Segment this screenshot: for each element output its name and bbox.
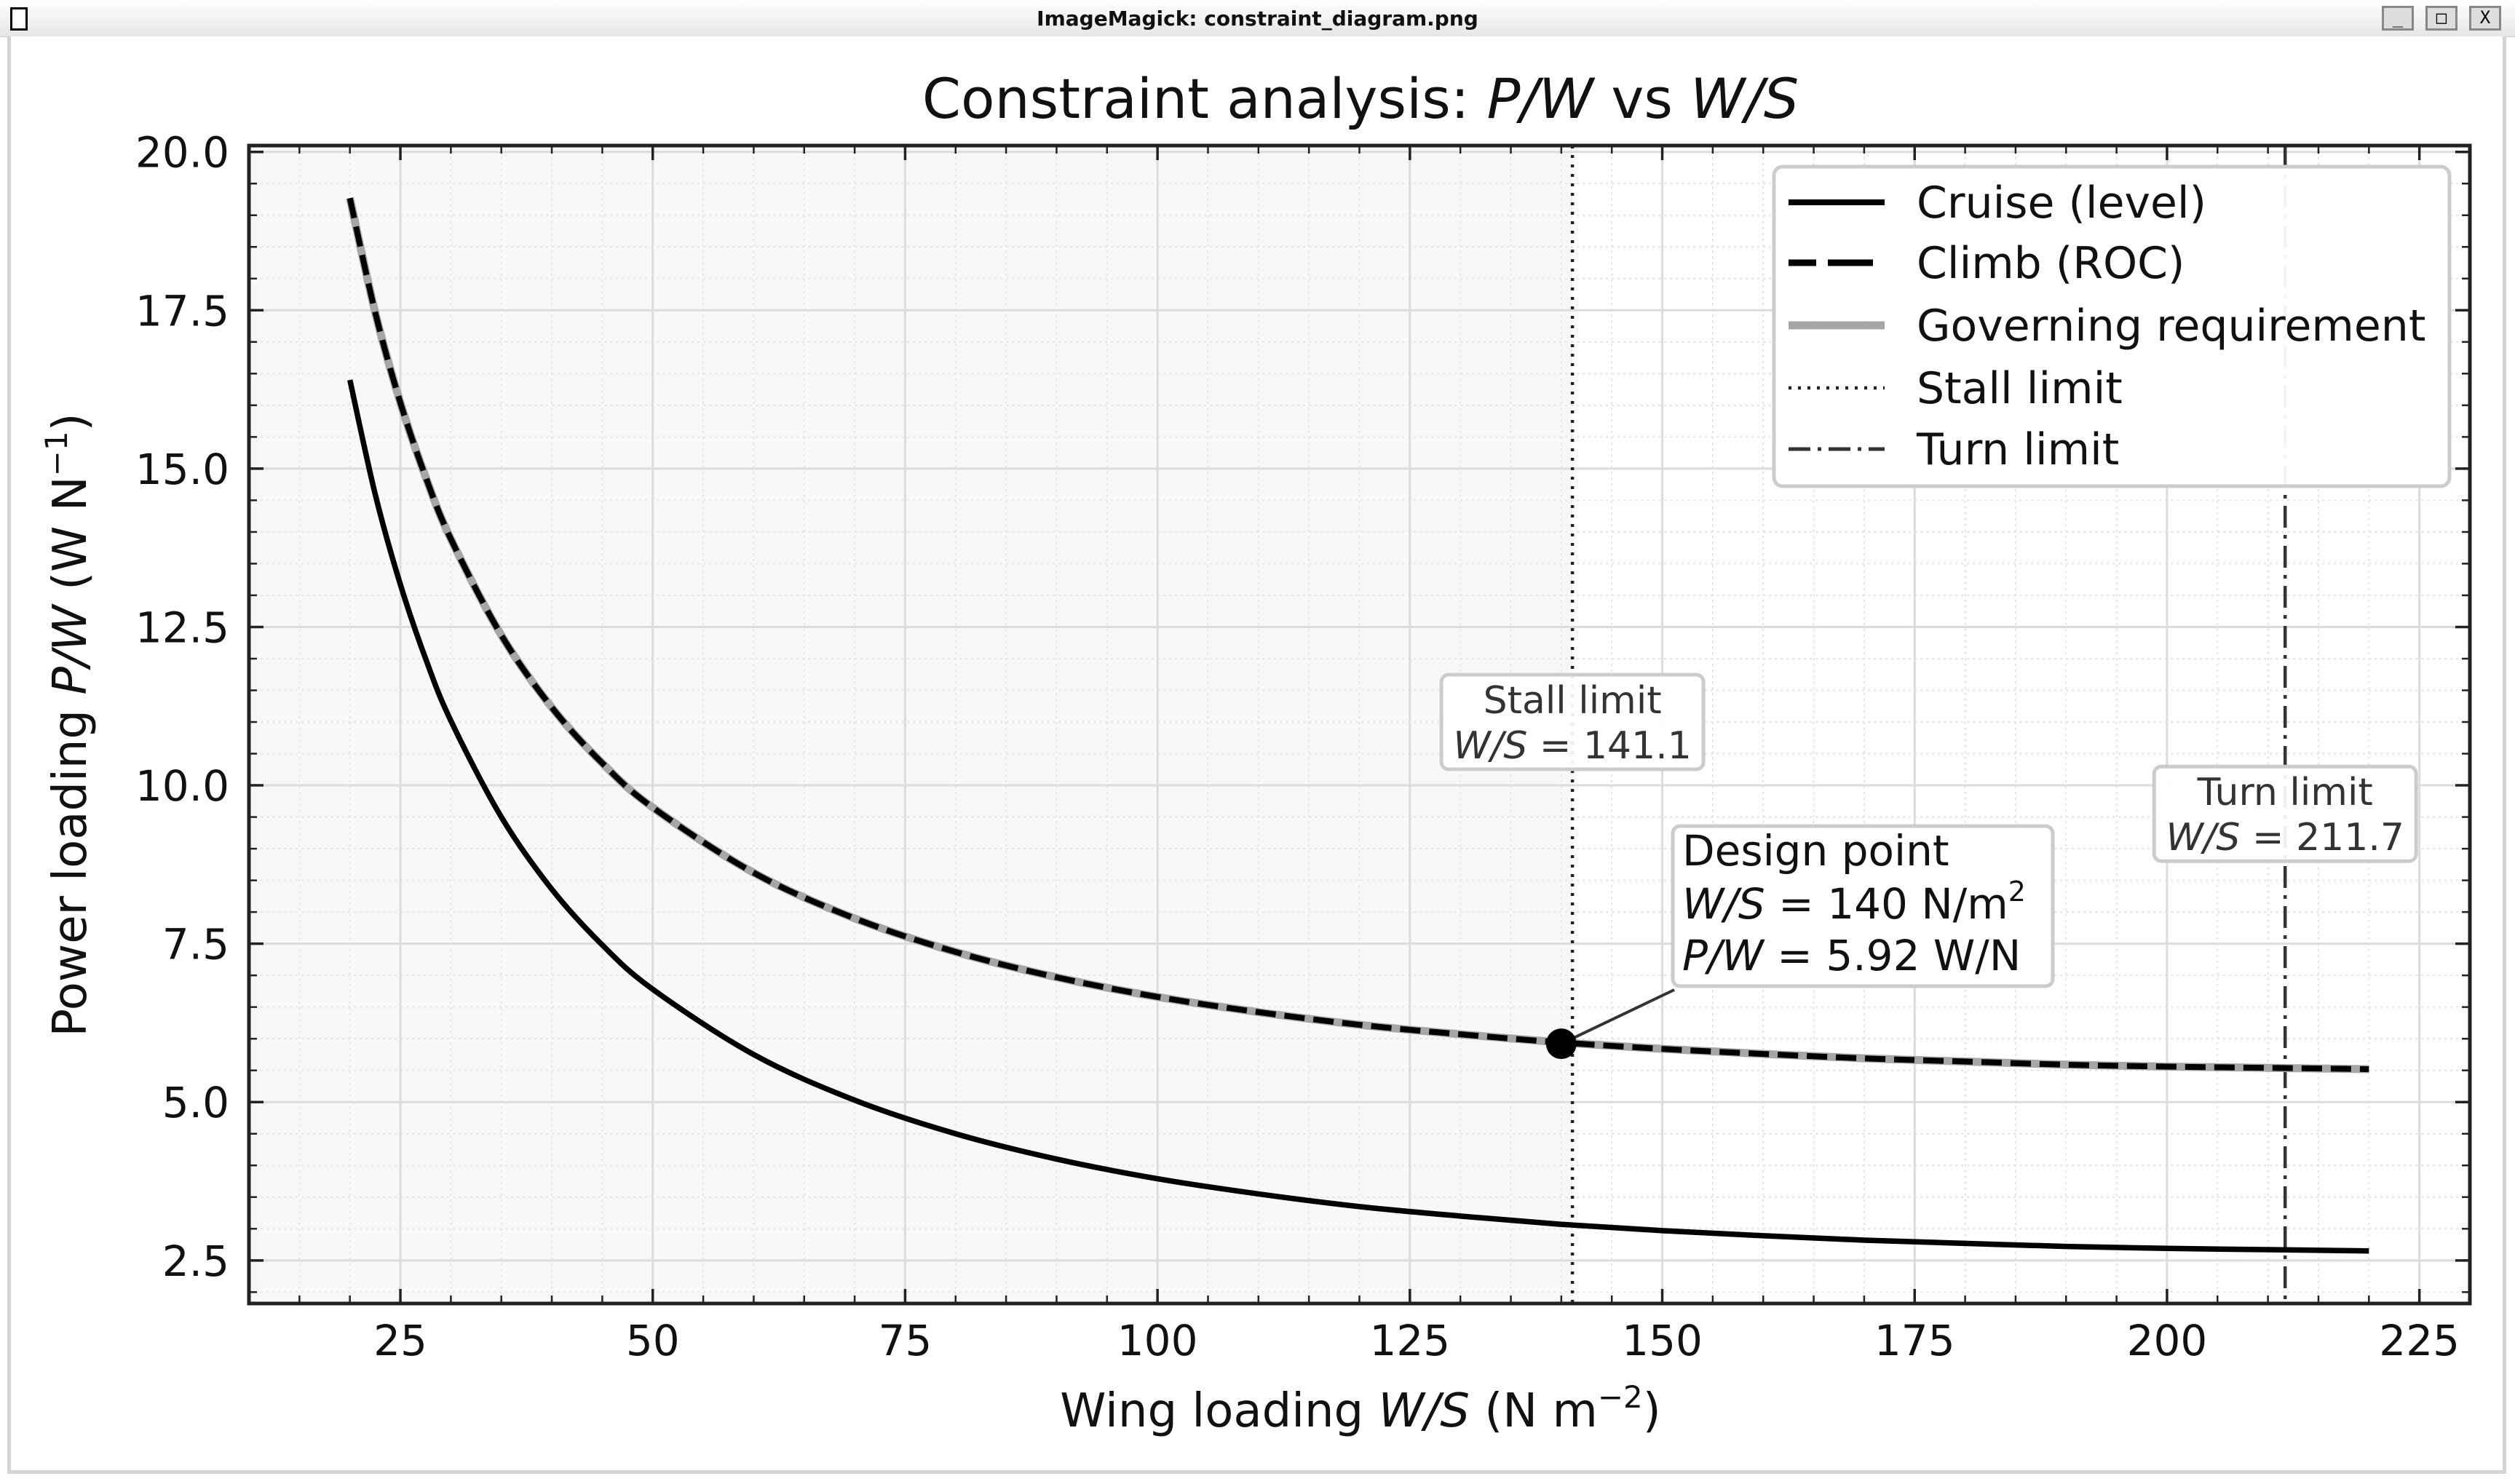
annotation-title: Stall limit — [1484, 679, 1662, 723]
annotation-title: Turn limit — [2197, 771, 2373, 814]
legend-label: Cruise (level) — [1917, 178, 2206, 229]
legend-cruise: Cruise (level) — [1789, 178, 2206, 229]
y-tick-label: 7.5 — [162, 920, 229, 969]
window-title: ImageMagick: constraint_diagram.png — [1037, 7, 1478, 31]
design-point-marker — [1545, 1028, 1577, 1060]
series-climb-roc — [346, 197, 2369, 1072]
legend-label: Turn limit — [1916, 424, 2119, 475]
x-tick-label: 125 — [1369, 1316, 1450, 1365]
design-point-ws: W/S = 140 N/m2 — [1682, 876, 2026, 929]
legend-box — [1772, 164, 2452, 488]
annotation-box — [1671, 824, 2055, 988]
legend-label: Governing requirement — [1917, 301, 2425, 352]
annotation-box — [2152, 764, 2418, 863]
x-tick-label: 175 — [1874, 1316, 1955, 1365]
legend: Cruise (level) Climb (ROC) Governing requi… — [1772, 164, 2452, 488]
maximize-button[interactable]: □ — [2425, 6, 2457, 31]
series-cruise-level — [347, 379, 2369, 1254]
y-axis-label: Power loading P/W (W N−1) — [39, 413, 98, 1036]
x-tick-label: 75 — [879, 1316, 932, 1365]
design-point-title: Design point — [1682, 826, 1949, 876]
minimize-button[interactable]: _ — [2382, 6, 2414, 31]
annotation-value: W/S = 211.7 — [2166, 816, 2404, 860]
y-tick-label: 15.0 — [135, 445, 229, 494]
y-tick-label: 5.0 — [162, 1078, 229, 1127]
design-point-pw: P/W = 5.92 W/N — [1682, 931, 2021, 980]
legend-stall: Stall limit — [1789, 363, 2123, 414]
chart-title: Constraint analysis: P/W vs W/S — [922, 66, 1799, 131]
x-tick-label: 25 — [373, 1316, 427, 1365]
annotation-value: W/S = 141.1 — [1453, 724, 1691, 768]
legend-climb: Climb (ROC) — [1789, 238, 2185, 289]
y-tick-label: 10.0 — [135, 761, 229, 811]
x-tick-label: 100 — [1117, 1316, 1198, 1365]
legend-governing: Governing requirement — [1789, 301, 2425, 352]
annotation-box — [1439, 672, 1706, 771]
x-tick-label: 225 — [2379, 1316, 2460, 1365]
design-point-connector — [1561, 988, 1675, 1045]
x-tick-label: 50 — [626, 1316, 680, 1365]
y-tick-label: 17.5 — [135, 286, 229, 336]
legend-label: Climb (ROC) — [1917, 238, 2185, 289]
window-menu-icon[interactable] — [10, 7, 28, 31]
x-tick-label: 150 — [1622, 1316, 1703, 1365]
x-tick-label: 200 — [2127, 1316, 2208, 1365]
y-tick-label: 12.5 — [135, 603, 229, 652]
y-tick-label: 20.0 — [135, 128, 229, 178]
legend-label: Stall limit — [1917, 363, 2123, 414]
shaded-region — [249, 146, 1573, 1304]
window-titlebar: ImageMagick: constraint_diagram.png _ □ … — [0, 0, 2515, 37]
y-tick-label: 2.5 — [162, 1237, 229, 1286]
x-axis-label: Wing loading W/S (N m−2) — [1060, 1379, 1661, 1438]
legend-turn: Turn limit — [1789, 424, 2119, 475]
close-button[interactable]: X — [2469, 6, 2501, 31]
